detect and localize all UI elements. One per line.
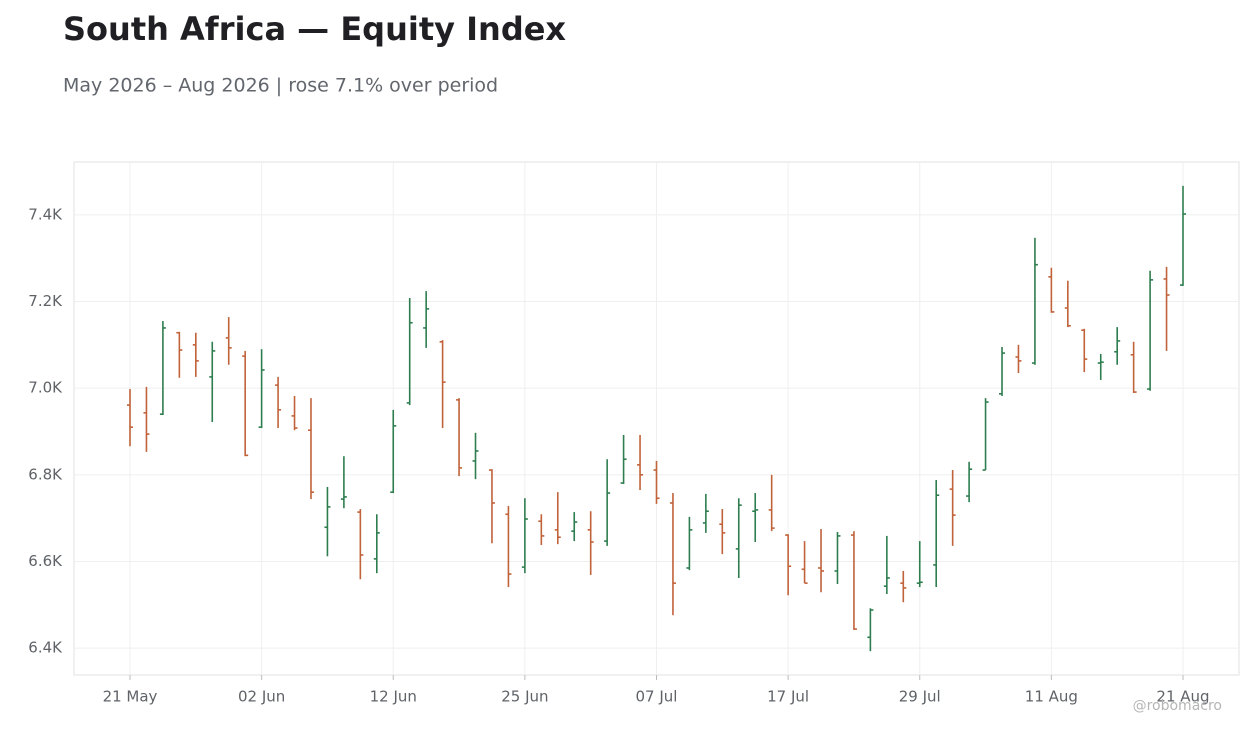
chart-subtitle: May 2026 – Aug 2026 | rose 7.1% over per… [63,75,498,97]
x-tick-label: 29 Jul [899,688,941,706]
x-tick-label: 12 Jun [370,688,417,706]
y-tick-label: 6.8K [28,465,63,483]
y-tick-label: 7.2K [28,292,63,310]
x-tick-label: 25 Jun [501,688,548,706]
y-tick-label: 6.6K [28,552,63,570]
x-tick-label: 02 Jun [238,688,285,706]
chart-title: South Africa — Equity Index [63,10,566,48]
x-tick-label: 17 Jul [767,688,809,706]
x-tick-label: 21 Aug [1156,688,1209,706]
x-tick-label: 07 Jul [636,688,678,706]
x-tick-label: 11 Aug [1025,688,1078,706]
x-tick-label: 21 May [103,688,158,706]
y-tick-label: 7.4K [28,205,63,223]
y-tick-label: 7.0K [28,379,63,397]
y-tick-label: 6.4K [28,639,63,657]
watermark: @robomacro [1133,698,1222,714]
